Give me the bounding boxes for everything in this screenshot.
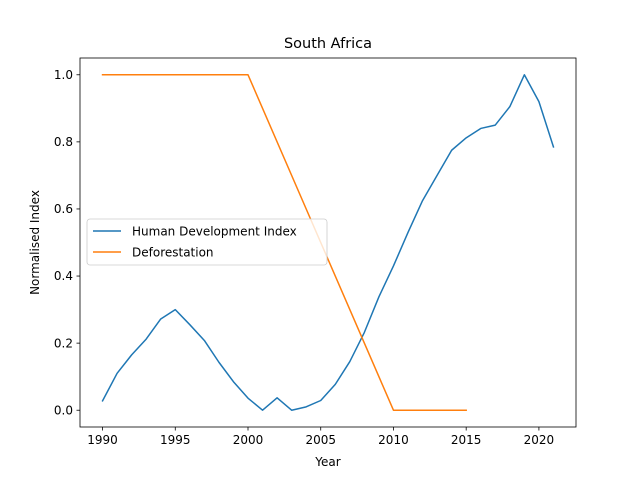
axes-layer: 1990 1995 2000 2005 2010 2015 2020 0.0 0.2 0.4 0.6…: [54, 57, 577, 447]
chart-title: South Africa: [284, 36, 372, 52]
x-tick-label: 1990: [87, 433, 118, 447]
legend: Human Development Index Deforestation: [86, 218, 328, 266]
legend-box: [86, 218, 328, 266]
y-tick-label: 0.6: [54, 202, 73, 216]
plot-frame: [79, 57, 577, 428]
x-tick-label: 1995: [160, 433, 191, 447]
y-axis-label: Normalised Index: [28, 190, 42, 295]
series-layer: [101, 74, 555, 411]
y-tick-label: 0.2: [54, 336, 73, 350]
y-tick-label: 0.4: [54, 269, 73, 283]
y-tick-label: 0.0: [54, 403, 73, 417]
x-tick-label: 2000: [233, 433, 264, 447]
legend-label: Deforestation: [132, 245, 214, 259]
y-tick-label: 0.8: [54, 135, 73, 149]
y-tick-label: 1.0: [54, 68, 73, 82]
x-tick-label: 2005: [305, 433, 336, 447]
x-tick-label: 2020: [524, 433, 555, 447]
x-axis-label: Year: [314, 455, 340, 469]
x-tick-label: 2010: [378, 433, 409, 447]
series-line-hdi: [101, 74, 555, 411]
legend-label: Human Development Index: [132, 224, 297, 238]
x-tick-label: 2015: [451, 433, 482, 447]
series-line-deforestation: [101, 74, 467, 411]
